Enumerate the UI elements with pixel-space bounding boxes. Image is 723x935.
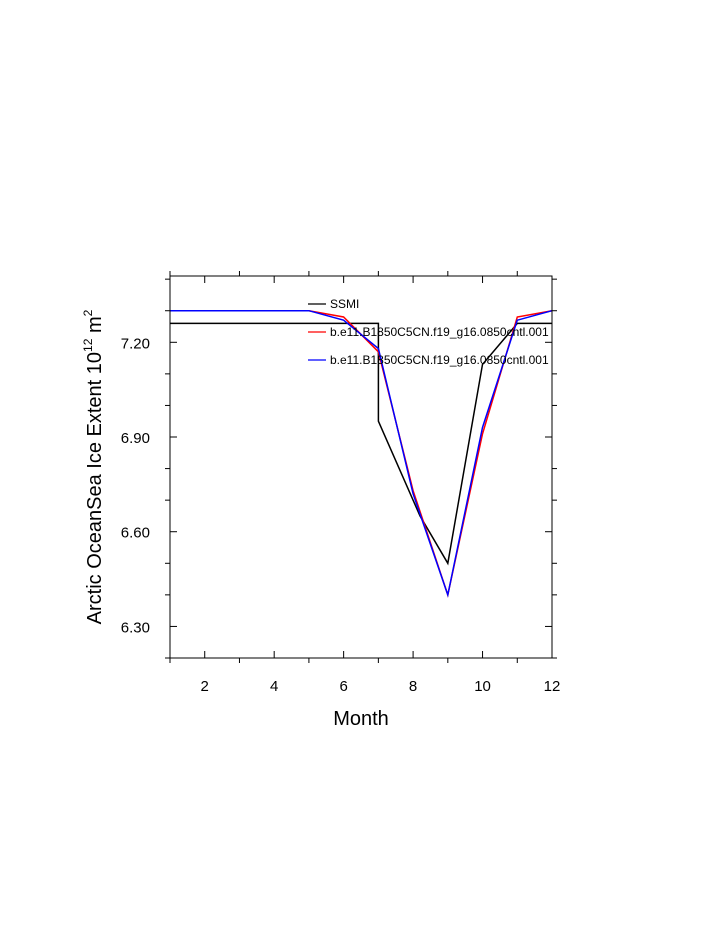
series-layer xyxy=(170,309,553,598)
y-tick-label: 6.90 xyxy=(121,430,150,447)
x-axis-title: Month xyxy=(333,708,389,730)
x-tick-label: 12 xyxy=(544,678,561,695)
legend: SSMI b.e11.B1850C5CN.f19_g16.0850cntl.001… xyxy=(308,297,549,367)
y-axis-title-exponent: 12 xyxy=(81,338,95,352)
y-tick-label: 6.60 xyxy=(121,525,150,542)
legend-label-3: b.e11.B1850C5CN.f19_g16.0850cntl.001 xyxy=(330,353,549,367)
x-tick-label: 4 xyxy=(270,678,278,695)
y-axis-title-main: Arctic OceanSea Ice Extent 10 xyxy=(84,352,106,624)
y-tick-label: 7.20 xyxy=(121,335,150,352)
series-line-3 xyxy=(170,309,553,598)
x-tick-label: 2 xyxy=(201,678,209,695)
x-tick-label: 10 xyxy=(474,678,491,695)
y-tick-label: 6.30 xyxy=(121,619,150,636)
x-tick-label: 6 xyxy=(339,678,347,695)
x-tick-label: 8 xyxy=(409,678,417,695)
legend-label-1: SSMI xyxy=(330,297,359,311)
axes: 2 4 6 8 10 12 6.30 6.60 6.90 7.20 xyxy=(121,271,561,695)
series-line-1 xyxy=(170,322,552,566)
y-axis-title-unit-exponent: 2 xyxy=(81,309,95,316)
y-axis-title-unit: m xyxy=(84,316,106,333)
plot-frame xyxy=(169,275,553,659)
y-axis-title: Arctic OceanSea Ice Extent 1012 m2 xyxy=(81,309,106,624)
legend-label-2: b.e11.B1850C5CN.f19_g16.0850cntl.001 xyxy=(330,325,549,339)
